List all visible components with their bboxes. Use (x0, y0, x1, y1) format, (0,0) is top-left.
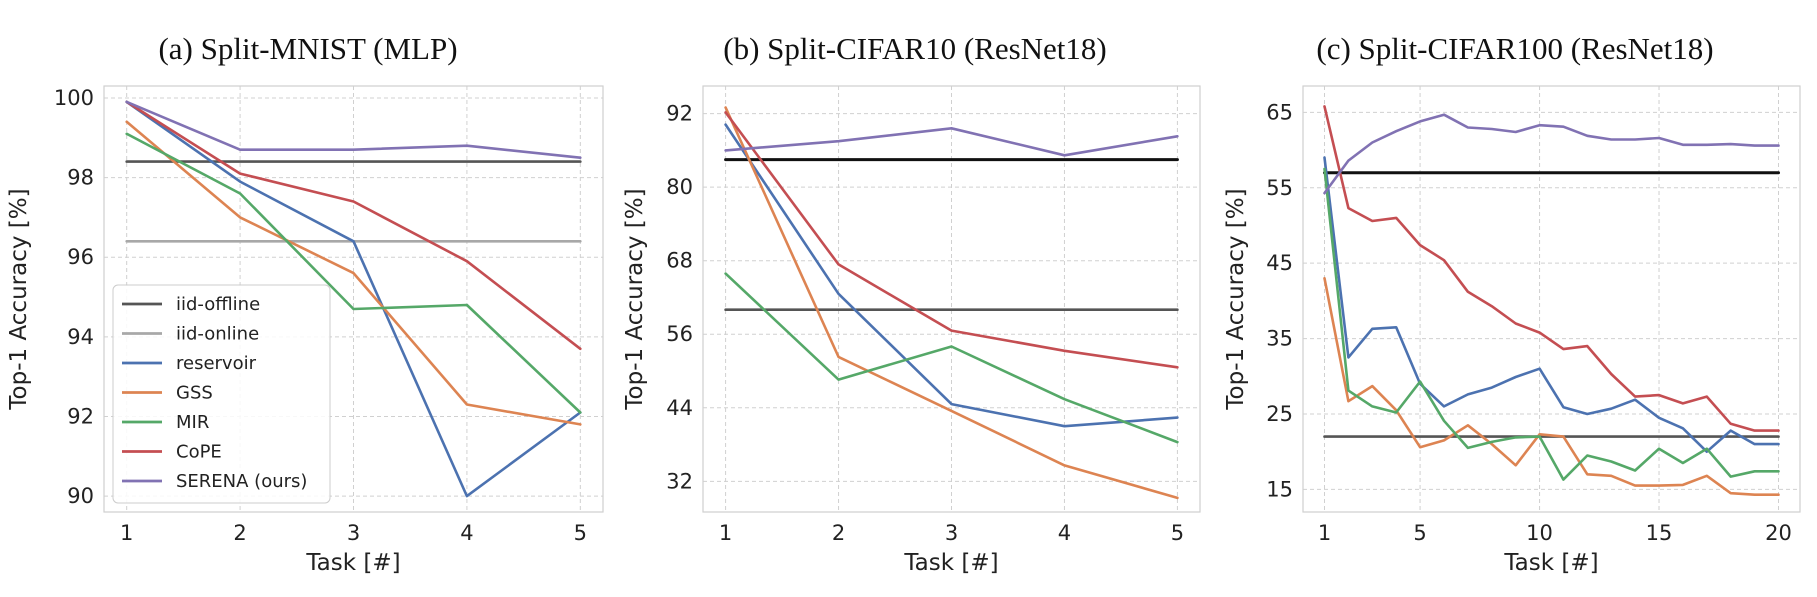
plot-frame (1302, 85, 1801, 513)
y-tick-label: 55 (1266, 176, 1293, 200)
series-line-gss (724, 106, 1179, 500)
x-tick-label: 1 (120, 521, 133, 545)
x-tick-label: 4 (460, 521, 473, 545)
plot-frame (103, 85, 604, 513)
y-tick-label: 92 (666, 102, 693, 126)
x-tick-label: 4 (1058, 521, 1071, 545)
y-tick-label: 100 (54, 86, 94, 110)
chart-title: (b) Split-CIFAR10 (ResNet18) (723, 31, 1106, 66)
x-axis-label: Task [#] (903, 550, 998, 576)
legend-entry: CoPE (176, 442, 222, 463)
legend-box (112, 284, 331, 504)
y-tick-label: 15 (1266, 477, 1293, 501)
y-tick-label: 92 (67, 404, 94, 428)
y-tick-label: 94 (67, 325, 94, 349)
y-tick-label: 80 (666, 175, 693, 199)
series-line-cope (1323, 105, 1780, 432)
series-line-mir (724, 272, 1179, 444)
legend-entry: GSS (176, 383, 213, 404)
y-tick-label: 45 (1266, 251, 1293, 275)
series-line-mir (1323, 167, 1780, 481)
chart-panel-2: 32 44 56 68 80 92 1 2 3 4 5 (b) Split-CIFAR10 (ResN… (622, 31, 1201, 576)
y-tick-label: 44 (666, 396, 693, 420)
series-line-cope (724, 111, 1179, 369)
legend-entry: iid-offline (176, 294, 260, 315)
series-line-mir (125, 132, 582, 414)
y-tick-label: 98 (67, 166, 94, 190)
legend-entry: iid-online (176, 324, 259, 345)
legend-entry: MIR (176, 412, 209, 433)
series-line-gss (125, 120, 582, 426)
x-tick-label: 5 (574, 521, 587, 545)
series-line-cope (125, 100, 582, 351)
y-tick-label: 68 (666, 249, 693, 273)
chart-title: (c) Split-CIFAR100 (ResNet18) (1316, 31, 1713, 66)
x-tick-label: 2 (832, 521, 845, 545)
y-axis-label: Top-1 Accuracy [%] (6, 188, 32, 410)
y-axis-label: Top-1 Accuracy [%] (1223, 188, 1249, 410)
x-tick-label: 5 (1413, 521, 1426, 545)
x-tick-label: 3 (945, 521, 958, 545)
x-axis-label: Task [#] (1503, 550, 1598, 576)
legend: iid-offline iid-online reservoir GSS MIR CoPE… (112, 284, 331, 504)
y-tick-label: 35 (1266, 327, 1293, 351)
series-line-gss (1323, 276, 1780, 497)
x-tick-label: 1 (719, 521, 732, 545)
x-tick-label: 20 (1765, 521, 1792, 545)
x-tick-label: 1 (1318, 521, 1331, 545)
legend-entry: SERENA (ours) (176, 471, 307, 492)
y-tick-label: 90 (67, 484, 94, 508)
x-tick-label: 15 (1646, 521, 1673, 545)
series-line-reservoir (125, 100, 582, 498)
plot-frame (702, 85, 1201, 513)
legend-entry: reservoir (176, 353, 257, 374)
x-tick-label: 5 (1171, 521, 1184, 545)
y-axis-label: Top-1 Accuracy [%] (622, 188, 648, 410)
x-axis-label: Task [#] (305, 550, 400, 576)
chart-panel-1: 90 92 94 96 98 100 1 2 3 4 5 (a) Split-MNIST (MLP) T… (6, 31, 604, 576)
chart-title: (a) Split-MNIST (MLP) (158, 31, 457, 66)
y-tick-label: 96 (67, 245, 94, 269)
y-tick-label: 65 (1266, 100, 1293, 124)
y-tick-label: 32 (666, 469, 693, 493)
series-line-serena-ours (125, 100, 582, 159)
series-line-reservoir (724, 123, 1179, 428)
series-line-reservoir (1323, 156, 1780, 454)
x-tick-label: 2 (233, 521, 246, 545)
x-tick-label: 3 (347, 521, 360, 545)
y-tick-label: 56 (666, 322, 693, 346)
y-tick-label: 25 (1266, 402, 1293, 426)
series-line-serena-ours (724, 127, 1179, 157)
series-line-serena-ours (1323, 113, 1780, 195)
x-tick-label: 10 (1526, 521, 1553, 545)
